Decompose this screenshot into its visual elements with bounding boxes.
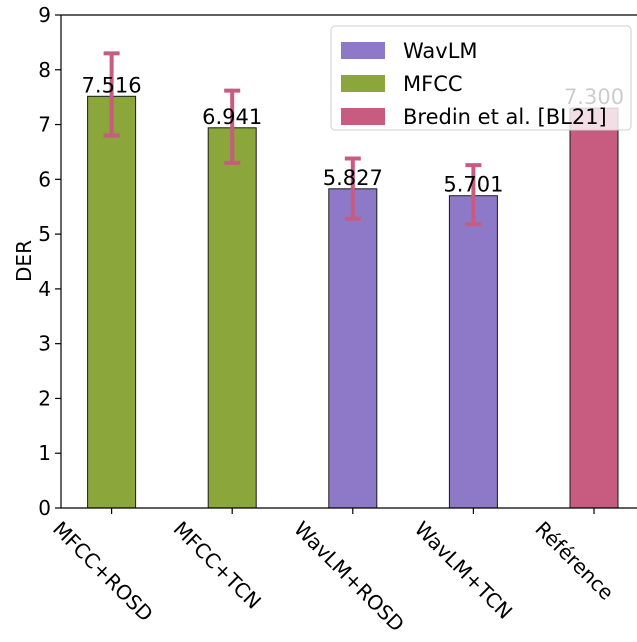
- y-tick-label: 2: [38, 386, 51, 410]
- bar-value-label: 6.941: [202, 105, 262, 129]
- bar-mfcc-rosd: [87, 95, 137, 509]
- legend-swatch: [341, 42, 385, 59]
- legend-swatch: [341, 108, 385, 125]
- x-tick-label: WavLM+TCN: [410, 517, 517, 624]
- error-bar: [465, 163, 482, 227]
- y-tick-label: 9: [38, 3, 51, 27]
- legend-swatch: [341, 75, 385, 92]
- y-axis-title: DER: [12, 240, 36, 282]
- bar-mfcc-tcn: [207, 127, 257, 509]
- bar-wavlm-rosd: [328, 188, 378, 509]
- y-tick-label: 3: [38, 332, 51, 356]
- x-tick-label: MFCC+ROSD: [48, 517, 158, 627]
- bar-value-label: 5.827: [323, 166, 383, 190]
- y-tick-label: 0: [38, 496, 51, 520]
- legend-entry: Bredin et al. [BL21]: [341, 105, 607, 129]
- legend-entry: WavLM: [341, 39, 478, 63]
- legend: WavLM MFCC Bredin et al. [BL21]: [330, 25, 632, 131]
- error-bars-layer: [103, 51, 482, 227]
- error-bar: [224, 88, 241, 165]
- bar-value-label: 7.516: [82, 73, 142, 97]
- legend-label: MFCC: [403, 72, 463, 96]
- y-tick-label: 6: [38, 167, 51, 191]
- x-tick-label: Référence: [530, 517, 618, 605]
- legend-label: Bredin et al. [BL21]: [403, 105, 607, 129]
- bar-r-f-rence: [569, 107, 619, 509]
- y-tick-label: 1: [38, 441, 51, 465]
- x-tick-label: MFCC+TCN: [169, 517, 266, 614]
- legend-frame: [330, 25, 632, 131]
- y-tick-label: 5: [38, 222, 51, 246]
- bar-wavlm-tcn: [448, 195, 498, 509]
- error-bar: [344, 156, 361, 221]
- error-bar: [103, 51, 120, 138]
- legend-entry: MFCC: [341, 72, 463, 96]
- y-tick-label: 8: [38, 58, 51, 82]
- bar-value-label: 5.701: [443, 173, 503, 197]
- y-tick-label: 7: [38, 113, 51, 137]
- legend-label: WavLM: [403, 39, 478, 63]
- x-tick-label: WavLM+ROSD: [289, 517, 409, 637]
- y-tick-label: 4: [38, 277, 51, 301]
